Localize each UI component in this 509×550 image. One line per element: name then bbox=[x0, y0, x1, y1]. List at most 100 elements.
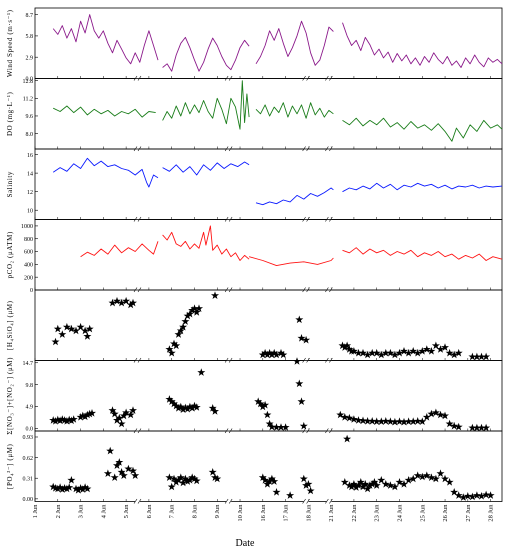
y-tick-label: 12.8 bbox=[23, 79, 34, 85]
series-line-segment bbox=[53, 105, 156, 118]
y-tick-label: 0.93 bbox=[23, 435, 34, 441]
y-tick-label: 0.31 bbox=[23, 476, 34, 482]
axis-break-mark bbox=[228, 498, 233, 504]
series-line-segment bbox=[162, 36, 250, 72]
data-point-star bbox=[197, 368, 206, 376]
y-tick-label: 0.0 bbox=[26, 77, 34, 83]
panel-frame bbox=[34, 7, 503, 79]
axis-break-gap bbox=[326, 499, 332, 504]
data-point-star bbox=[53, 324, 62, 333]
x-tick-label: 3 Jun bbox=[78, 504, 85, 519]
y-tick-label: 10 bbox=[27, 208, 33, 214]
x-tick-label: 25 Jun bbox=[419, 504, 426, 522]
x-tick-label: 26 Jun bbox=[442, 504, 449, 522]
panel-4: 0 200 400 600 800 1000 pCO₂ (μATM) bbox=[6, 219, 503, 294]
data-point-star bbox=[454, 348, 463, 357]
x-tick-label: 22 Jun bbox=[351, 504, 358, 522]
data-point-star bbox=[454, 422, 463, 431]
y-axis-label: Wind Speed (m·s⁻¹) bbox=[6, 9, 14, 77]
series-line-segment bbox=[255, 20, 334, 66]
series-line-segment bbox=[342, 182, 503, 193]
x-tick-label: 5 Jun bbox=[123, 504, 130, 519]
axis-break-gap bbox=[303, 499, 309, 504]
panel-7: 0.00 0.31 0.62 0.93 [PO₄³⁻] (μM) bbox=[6, 430, 503, 504]
x-tick-label: 8 Jun bbox=[191, 504, 198, 519]
data-point-star bbox=[486, 491, 495, 499]
y-tick-label: 0.62 bbox=[23, 456, 34, 462]
x-tick-label: 24 Jun bbox=[396, 504, 403, 522]
y-tick-label: 600 bbox=[24, 250, 33, 256]
data-point-star bbox=[436, 469, 445, 477]
y-axis-label: [PO₄³⁻] (μM) bbox=[6, 443, 14, 489]
data-point-star bbox=[295, 315, 304, 324]
y-axis-label: DO (mg·L⁻¹) bbox=[6, 91, 14, 136]
y-tick-label: 0 bbox=[30, 288, 33, 294]
series-line-segment bbox=[248, 256, 334, 267]
axis-break-mark bbox=[302, 498, 306, 504]
x-tick-label: 1 Jun bbox=[32, 504, 39, 519]
series-line-segment bbox=[162, 80, 250, 130]
y-tick-label: 14 bbox=[27, 171, 33, 177]
y-tick-label: 14.7 bbox=[23, 361, 34, 367]
data-point-star bbox=[83, 332, 92, 340]
x-tick-label: 23 Jun bbox=[374, 504, 381, 522]
data-point-star bbox=[117, 419, 126, 428]
data-point-star bbox=[76, 322, 85, 331]
data-point-star bbox=[431, 341, 440, 350]
x-tick-label: 27 Jun bbox=[465, 504, 472, 522]
data-point-star bbox=[377, 476, 386, 484]
x-axis: 1 Jun 2 Jun 3 Jun 4 Jun 5 Jun 6 Jun 7 Jun 8 Jun… bbox=[32, 504, 495, 522]
series-line-segment bbox=[162, 161, 250, 176]
panel-1: 0.0 2.9 5.8 8.7 Wind Speed (m·s⁻¹) bbox=[6, 7, 503, 83]
panel-frame bbox=[34, 430, 503, 502]
y-tick-label: 200 bbox=[24, 275, 33, 281]
data-point-star bbox=[208, 468, 217, 476]
x-tick-label: 6 Jun bbox=[146, 504, 153, 519]
series-line-segment bbox=[80, 241, 159, 258]
data-point-star bbox=[441, 411, 449, 420]
axis-break-gap bbox=[135, 499, 141, 504]
x-tick-label: 18 Jun bbox=[305, 504, 312, 522]
axis-break-mark bbox=[325, 498, 329, 504]
x-axis-title: Date bbox=[236, 538, 255, 549]
series-line-segment bbox=[255, 102, 334, 119]
y-tick-label: 0.0 bbox=[26, 427, 34, 433]
data-point-star bbox=[110, 473, 119, 481]
panel-5: [H₄SiO₄] (μM) bbox=[6, 289, 503, 363]
y-axis-label: pCO₂ (μATM) bbox=[6, 231, 14, 278]
series-line-segment bbox=[342, 117, 503, 142]
data-point-star bbox=[404, 476, 413, 484]
y-axis-label: [H₄SiO₄] (μM) bbox=[6, 300, 14, 350]
series-line-segment bbox=[52, 14, 159, 65]
data-point-star bbox=[295, 379, 304, 388]
axis-break-gap bbox=[226, 499, 232, 504]
data-point-star bbox=[211, 291, 219, 299]
panel-3: 10 12 14 16 Salinity bbox=[6, 148, 503, 222]
panels-layer: 0.0 2.9 5.8 8.7 Wind Speed (m·s⁻¹) 8.0 9.6 11.2… bbox=[6, 7, 503, 504]
y-tick-label: 9.8 bbox=[26, 383, 34, 389]
data-point-star bbox=[51, 337, 60, 346]
data-point-star bbox=[299, 421, 308, 430]
axis-break-mark bbox=[306, 498, 310, 504]
y-axis-label: Salinity bbox=[6, 171, 14, 198]
x-tick-label: 16 Jun bbox=[260, 504, 267, 522]
axis-break-mark bbox=[137, 498, 142, 504]
x-tick-label: 2 Jun bbox=[55, 504, 62, 519]
data-point-star bbox=[297, 397, 306, 405]
axis-break-mark bbox=[224, 498, 229, 504]
y-tick-label: 4.9 bbox=[26, 405, 34, 411]
series-line-segment bbox=[162, 225, 250, 261]
data-point-star bbox=[165, 473, 174, 481]
data-point-star bbox=[477, 492, 486, 500]
data-point-star bbox=[293, 357, 301, 365]
x-tick-label: 28 Jun bbox=[488, 504, 495, 522]
x-tick-label: 9 Jun bbox=[214, 504, 221, 519]
x-tick-label: 17 Jun bbox=[283, 504, 290, 522]
y-tick-label: 16 bbox=[27, 153, 33, 159]
series-line-segment bbox=[255, 187, 334, 206]
data-point-star bbox=[106, 446, 115, 455]
data-point-star bbox=[422, 345, 431, 353]
y-tick-label: 0.00 bbox=[23, 497, 34, 503]
data-point-star bbox=[286, 491, 295, 499]
